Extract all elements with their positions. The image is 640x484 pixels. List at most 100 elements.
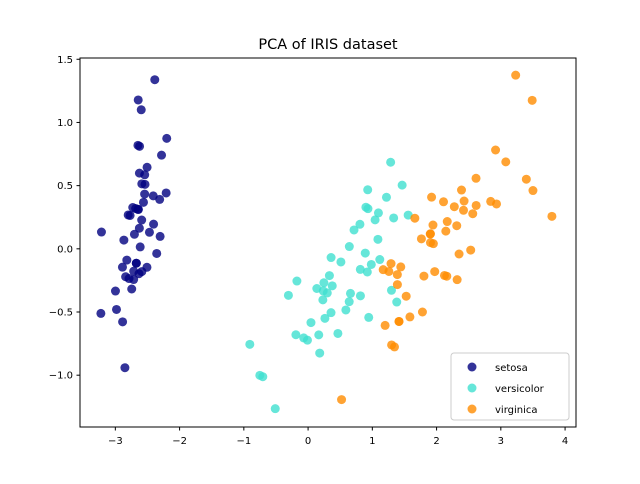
- point-virginica: [442, 217, 452, 227]
- point-versicolor: [389, 213, 399, 223]
- point-versicolor: [361, 202, 371, 212]
- point-setosa: [127, 284, 137, 294]
- point-setosa: [138, 197, 148, 207]
- point-virginica: [419, 271, 429, 281]
- point-virginica: [392, 270, 402, 280]
- point-virginica: [425, 238, 435, 248]
- point-setosa: [137, 215, 147, 225]
- point-versicolor: [355, 291, 365, 301]
- point-versicolor: [315, 348, 325, 358]
- legend-label-versicolor: versicolor: [495, 384, 545, 395]
- point-virginica: [547, 211, 557, 221]
- point-virginica: [439, 197, 449, 207]
- point-versicolor: [355, 264, 365, 274]
- series-versicolor: [245, 157, 413, 414]
- y-tick-label: 1.5: [57, 55, 73, 66]
- point-virginica: [449, 202, 459, 212]
- point-virginica: [427, 192, 437, 202]
- legend-label-virginica: virginica: [495, 405, 538, 416]
- point-versicolor: [341, 305, 351, 315]
- point-setosa: [161, 188, 171, 198]
- point-setosa: [110, 286, 120, 296]
- point-virginica: [527, 95, 537, 105]
- point-setosa: [140, 189, 150, 199]
- point-setosa: [133, 204, 143, 214]
- point-setosa: [119, 235, 129, 245]
- point-versicolor: [360, 248, 370, 258]
- point-virginica: [380, 320, 390, 330]
- point-versicolor: [344, 242, 354, 252]
- point-versicolor: [355, 219, 365, 229]
- legend: setosa versicolor virginica: [450, 352, 570, 421]
- point-versicolor: [344, 297, 354, 307]
- point-virginica: [410, 213, 420, 223]
- point-versicolor: [345, 288, 355, 298]
- point-versicolor: [403, 210, 413, 220]
- point-virginica: [471, 200, 481, 210]
- point-versicolor: [362, 267, 372, 277]
- point-versicolor: [333, 328, 343, 338]
- point-virginica: [442, 271, 452, 281]
- point-versicolor: [306, 318, 316, 328]
- point-versicolor: [375, 255, 385, 265]
- point-versicolor: [366, 259, 376, 269]
- point-versicolor: [397, 180, 407, 190]
- series-virginica: [337, 70, 557, 405]
- point-setosa: [148, 191, 158, 201]
- point-virginica: [405, 312, 415, 322]
- y-tick-label: 0.5: [57, 181, 73, 192]
- point-versicolor: [392, 297, 402, 307]
- point-setosa: [150, 75, 160, 85]
- point-setosa: [137, 267, 147, 277]
- point-virginica: [401, 291, 411, 301]
- point-setosa: [121, 272, 131, 282]
- y-axis: −1.0 −0.5 0.0 0.5 1.0 1.5: [49, 55, 80, 382]
- point-setosa: [96, 227, 106, 237]
- point-versicolor: [386, 285, 396, 295]
- data-points: [96, 70, 557, 414]
- x-tick-label: −1: [236, 436, 251, 447]
- point-versicolor: [291, 330, 301, 340]
- point-setosa: [133, 95, 143, 105]
- point-setosa: [152, 248, 162, 258]
- point-versicolor: [364, 312, 374, 322]
- x-tick-label: 0: [305, 436, 311, 447]
- point-virginica: [459, 196, 469, 206]
- point-setosa: [140, 170, 150, 180]
- point-virginica: [430, 267, 440, 277]
- point-setosa: [144, 227, 154, 237]
- point-setosa: [157, 150, 167, 160]
- y-tick-label: −1.0: [49, 371, 73, 382]
- point-virginica: [501, 157, 511, 167]
- point-virginica: [452, 275, 462, 285]
- x-tick-label: 4: [562, 436, 568, 447]
- point-versicolor: [322, 288, 332, 298]
- series-setosa: [96, 75, 172, 373]
- point-virginica: [378, 265, 388, 275]
- point-virginica: [396, 262, 406, 272]
- point-virginica: [528, 186, 538, 196]
- point-versicolor: [370, 215, 380, 225]
- point-versicolor: [326, 253, 336, 263]
- point-setosa: [155, 231, 165, 241]
- point-setosa: [134, 223, 144, 233]
- legend-marker-versicolor: [467, 383, 477, 393]
- point-virginica: [486, 196, 496, 206]
- point-setosa: [129, 229, 139, 239]
- point-setosa: [131, 258, 141, 268]
- legend-marker-virginica: [467, 404, 477, 414]
- point-versicolor: [319, 278, 329, 288]
- point-virginica: [425, 229, 435, 239]
- y-tick-label: −0.5: [49, 308, 73, 319]
- point-virginica: [521, 174, 531, 184]
- point-versicolor: [270, 404, 280, 414]
- point-versicolor: [363, 185, 373, 195]
- point-virginica: [416, 234, 426, 244]
- y-tick-label: 1.0: [57, 118, 73, 129]
- point-setosa: [133, 140, 143, 150]
- point-virginica: [417, 307, 427, 317]
- point-virginica: [428, 220, 438, 230]
- point-virginica: [441, 226, 451, 236]
- point-versicolor: [327, 281, 337, 291]
- point-versicolor: [381, 192, 391, 202]
